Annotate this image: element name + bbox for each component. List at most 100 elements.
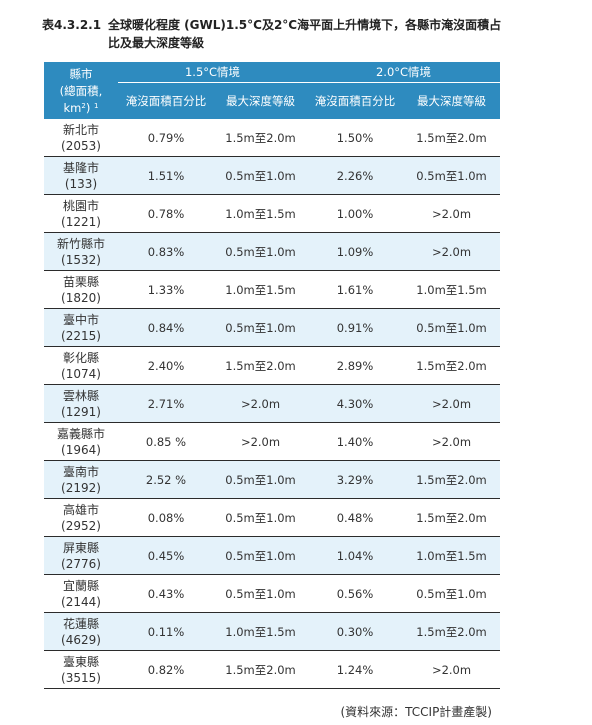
table-row: 臺東縣 (3515) 0.82% 1.5m至2.0m 1.24% >2.0m: [44, 650, 501, 689]
s15-max-depth-cell: 0.5m至1.0m: [214, 156, 308, 195]
county-area: (1221): [61, 214, 101, 229]
county-cell: 宜蘭縣 (2144): [44, 574, 118, 613]
county-name: 臺南市: [62, 464, 99, 479]
s20-area-pct-cell: 1.09%: [307, 232, 404, 271]
s15-max-depth-cell: 0.5m至1.0m: [214, 498, 308, 537]
county-area: (2144): [61, 594, 101, 609]
table-header: 縣市 (總面積, km2) 1 1.5°C情境 2.0°C情境 淹沒面積百分比 …: [44, 62, 501, 119]
s20-area-pct-cell: 1.61%: [307, 270, 404, 309]
s20-max-depth-cell: 0.5m至1.0m: [403, 156, 501, 195]
county-name: 高雄市: [62, 502, 99, 517]
s15-area-pct-cell: 1.51%: [118, 156, 214, 195]
s20-max-depth-cell: 1.5m至2.0m: [403, 460, 501, 499]
s20-max-depth-cell: 1.5m至2.0m: [403, 498, 501, 537]
county-cell: 基隆市 (133): [44, 156, 118, 195]
s15-area-pct-cell: 0.83%: [118, 232, 214, 271]
s15-area-pct-cell: 2.71%: [118, 384, 214, 423]
scenario-1-5-header: 1.5°C情境: [118, 62, 308, 83]
s15-max-depth-cell: 1.0m至1.5m: [214, 270, 308, 309]
s20-area-pct-cell: 4.30%: [307, 384, 404, 423]
table-row: 屏東縣 (2776) 0.45% 0.5m至1.0m 1.04% 1.0m至1.5m: [44, 536, 501, 575]
s20-max-depth-cell: 1.5m至2.0m: [403, 119, 501, 157]
s15-area-pct-cell: 0.45%: [118, 536, 214, 575]
table-row: 雲林縣 (1291) 2.71% >2.0m 4.30% >2.0m: [44, 384, 501, 423]
county-cell: 新北市 (2053): [44, 119, 118, 157]
s15-area-pct-cell: 0.43%: [118, 574, 214, 613]
county-name: 苗栗縣: [62, 274, 99, 289]
county-header-unit-end: ): [85, 101, 91, 115]
county-area: (2776): [61, 556, 101, 571]
county-name: 臺中市: [62, 312, 99, 327]
table-row: 花蓮縣 (4629) 0.11% 1.0m至1.5m 0.30% 1.5m至2.0m: [44, 612, 501, 651]
s15-max-depth-cell: 0.5m至1.0m: [214, 232, 308, 271]
table-row: 嘉義縣市 (1964) 0.85 % >2.0m 1.40% >2.0m: [44, 422, 501, 461]
s15-max-depth-cell: >2.0m: [214, 384, 308, 423]
s20-max-depth-cell: 1.5m至2.0m: [403, 612, 501, 651]
county-column-header: 縣市 (總面積, km2) 1: [44, 62, 118, 119]
s15-max-depth-cell: 1.0m至1.5m: [214, 612, 308, 651]
county-header-line-1: 縣市: [69, 67, 93, 81]
s20-max-depth-cell: >2.0m: [403, 384, 501, 423]
inundation-table: 縣市 (總面積, km2) 1 1.5°C情境 2.0°C情境 淹沒面積百分比 …: [44, 62, 501, 689]
s15-area-pct-cell: 0.79%: [118, 119, 214, 157]
caption-title-line-1: 全球暖化程度 (GWL)1.5°C及2°C海平面上升情境下，各縣市淹沒面積占: [108, 18, 502, 32]
table-number: 表4.3.2.1: [42, 18, 102, 32]
s20-area-pct-cell: 0.56%: [307, 574, 404, 613]
county-cell: 臺中市 (2215): [44, 308, 118, 347]
s20-area-pct-cell: 1.24%: [307, 650, 404, 689]
county-header-unit: km: [63, 101, 82, 115]
s20-area-pct-header: 淹沒面積百分比: [307, 82, 404, 119]
s15-max-depth-cell: 0.5m至1.0m: [214, 574, 308, 613]
county-cell: 花蓮縣 (4629): [44, 612, 118, 651]
county-area: (133): [64, 176, 98, 191]
s20-area-pct-cell: 1.40%: [307, 422, 404, 461]
county-name: 彰化縣: [62, 350, 99, 365]
s15-area-pct-cell: 2.52 %: [118, 460, 214, 499]
s15-area-pct-cell: 0.78%: [118, 194, 214, 233]
county-header-line-3: km2) 1: [44, 100, 118, 117]
s20-max-depth-header: 最大深度等級: [403, 82, 501, 119]
county-area: (2215): [61, 328, 101, 343]
county-area: (2952): [61, 518, 101, 533]
table-row: 新竹縣市 (1532) 0.83% 0.5m至1.0m 1.09% >2.0m: [44, 232, 501, 271]
s20-max-depth-cell: 1.5m至2.0m: [403, 346, 501, 385]
footnote-marker: 1: [94, 102, 99, 110]
county-cell: 臺東縣 (3515): [44, 650, 118, 689]
table-row: 宜蘭縣 (2144) 0.43% 0.5m至1.0m 0.56% 0.5m至1.0m: [44, 574, 501, 613]
table-row: 苗栗縣 (1820) 1.33% 1.0m至1.5m 1.61% 1.0m至1.5m: [44, 270, 501, 309]
county-name: 嘉義縣市: [56, 426, 105, 441]
table-row: 臺中市 (2215) 0.84% 0.5m至1.0m 0.91% 0.5m至1.0m: [44, 308, 501, 347]
county-name: 花蓮縣: [62, 616, 99, 631]
s15-area-pct-cell: 1.33%: [118, 270, 214, 309]
county-cell: 桃園市 (1221): [44, 194, 118, 233]
s20-max-depth-cell: >2.0m: [403, 650, 501, 689]
county-name: 新竹縣市: [56, 236, 105, 251]
s15-max-depth-cell: 1.0m至1.5m: [214, 194, 308, 233]
s15-area-pct-cell: 0.11%: [118, 612, 214, 651]
county-cell: 臺南市 (2192): [44, 460, 118, 499]
s15-max-depth-cell: 0.5m至1.0m: [214, 460, 308, 499]
s20-area-pct-cell: 2.89%: [307, 346, 404, 385]
caption-line-1: 表4.3.2.1 全球暖化程度 (GWL)1.5°C及2°C海平面上升情境下，各縣…: [42, 16, 512, 34]
unit-superscript: 2: [81, 102, 86, 110]
table-row: 臺南市 (2192) 2.52 % 0.5m至1.0m 3.29% 1.5m至2.0m: [44, 460, 501, 499]
s20-area-pct-cell: 1.00%: [307, 194, 404, 233]
table-row: 彰化縣 (1074) 2.40% 1.5m至2.0m 2.89% 1.5m至2.0m: [44, 346, 501, 385]
county-name: 桃園市: [62, 198, 99, 213]
s15-max-depth-cell: >2.0m: [214, 422, 308, 461]
s20-area-pct-cell: 1.04%: [307, 536, 404, 575]
county-cell: 新竹縣市 (1532): [44, 232, 118, 271]
county-area: (1532): [61, 252, 101, 267]
s20-max-depth-cell: 0.5m至1.0m: [403, 574, 501, 613]
s20-area-pct-cell: 3.29%: [307, 460, 404, 499]
table-row: 桃園市 (1221) 0.78% 1.0m至1.5m 1.00% >2.0m: [44, 194, 501, 233]
source-note: (資料來源：TCCIP計畫產製): [340, 705, 492, 719]
s15-area-pct-cell: 2.40%: [118, 346, 214, 385]
s15-area-pct-cell: 0.85 %: [118, 422, 214, 461]
s20-area-pct-cell: 0.48%: [307, 498, 404, 537]
s15-max-depth-cell: 0.5m至1.0m: [214, 536, 308, 575]
county-cell: 彰化縣 (1074): [44, 346, 118, 385]
county-area: (3515): [61, 670, 101, 685]
s15-max-depth-cell: 1.5m至2.0m: [214, 650, 308, 689]
county-area: (2192): [61, 480, 101, 495]
